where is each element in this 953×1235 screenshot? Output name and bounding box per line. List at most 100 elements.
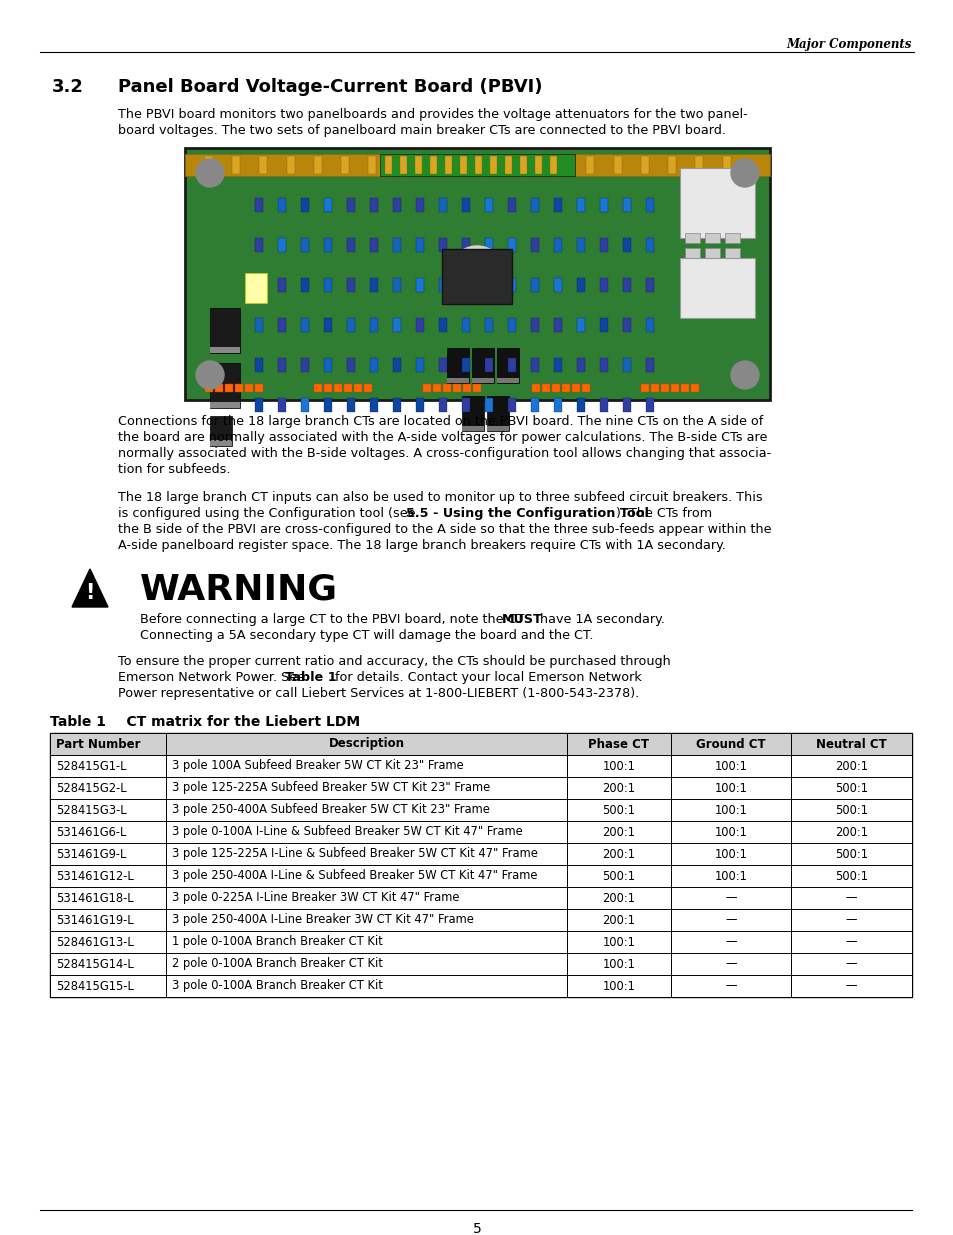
Bar bbox=[599, 398, 607, 412]
Bar bbox=[645, 198, 654, 212]
Bar bbox=[461, 238, 470, 252]
Bar bbox=[214, 384, 223, 391]
Text: Table 1: Table 1 bbox=[285, 671, 336, 684]
Bar bbox=[370, 317, 377, 332]
Bar bbox=[254, 317, 263, 332]
Bar bbox=[461, 317, 470, 332]
Bar bbox=[554, 358, 561, 372]
Bar bbox=[622, 278, 630, 291]
Bar bbox=[704, 233, 720, 243]
Bar bbox=[450, 156, 457, 174]
Bar bbox=[507, 398, 516, 412]
Bar bbox=[50, 909, 911, 931]
Text: Connections for the 18 large branch CTs are located on the PBVI board. The nine : Connections for the 18 large branch CTs … bbox=[118, 415, 762, 429]
Bar bbox=[447, 348, 469, 383]
Bar bbox=[447, 378, 469, 383]
Text: 500:1: 500:1 bbox=[834, 847, 867, 861]
Text: 3 pole 0-225A I-Line Breaker 3W CT Kit 47" Frame: 3 pole 0-225A I-Line Breaker 3W CT Kit 4… bbox=[172, 892, 459, 904]
Bar bbox=[684, 248, 700, 258]
Text: Ground CT: Ground CT bbox=[696, 737, 765, 751]
Bar bbox=[679, 168, 754, 238]
Bar bbox=[497, 378, 518, 383]
Bar bbox=[254, 398, 263, 412]
Text: 500:1: 500:1 bbox=[601, 804, 635, 816]
Bar bbox=[50, 844, 911, 864]
Text: 100:1: 100:1 bbox=[602, 979, 635, 993]
Bar bbox=[531, 238, 538, 252]
Bar bbox=[724, 233, 740, 243]
Bar bbox=[461, 398, 470, 412]
Text: 3 pole 0-100A Branch Breaker CT Kit: 3 pole 0-100A Branch Breaker CT Kit bbox=[172, 979, 383, 993]
Text: A-side panelboard register space. The 18 large branch breakers require CTs with : A-side panelboard register space. The 18… bbox=[118, 538, 725, 552]
Bar bbox=[301, 317, 309, 332]
Text: 3 pole 250-400A I-Line & Subfeed Breaker 5W CT Kit 47" Frame: 3 pole 250-400A I-Line & Subfeed Breaker… bbox=[172, 869, 537, 883]
Circle shape bbox=[195, 159, 224, 186]
Bar bbox=[552, 384, 559, 391]
Bar bbox=[550, 156, 557, 174]
Bar bbox=[324, 238, 332, 252]
Bar bbox=[599, 317, 607, 332]
Text: —: — bbox=[724, 979, 736, 993]
Bar bbox=[724, 248, 740, 258]
Bar bbox=[210, 416, 232, 446]
Text: 100:1: 100:1 bbox=[714, 782, 746, 794]
Bar bbox=[459, 156, 467, 174]
Bar bbox=[462, 384, 471, 391]
Bar bbox=[385, 156, 392, 174]
Bar bbox=[640, 384, 648, 391]
Bar bbox=[347, 278, 355, 291]
Bar bbox=[441, 249, 512, 304]
Bar bbox=[484, 398, 493, 412]
Bar bbox=[690, 384, 699, 391]
Bar bbox=[347, 317, 355, 332]
Text: 531461G12-L: 531461G12-L bbox=[56, 869, 133, 883]
Bar bbox=[561, 384, 569, 391]
Bar bbox=[577, 198, 584, 212]
Bar bbox=[531, 317, 538, 332]
Text: —: — bbox=[845, 892, 857, 904]
Text: MUST: MUST bbox=[501, 613, 542, 626]
Text: —: — bbox=[845, 979, 857, 993]
Text: Phase CT: Phase CT bbox=[588, 737, 649, 751]
Text: 200:1: 200:1 bbox=[601, 892, 635, 904]
Bar bbox=[50, 887, 911, 909]
Bar bbox=[393, 358, 400, 372]
Bar bbox=[531, 398, 538, 412]
Bar bbox=[50, 734, 911, 755]
Text: !: ! bbox=[85, 583, 94, 603]
Bar bbox=[50, 821, 911, 844]
Bar bbox=[370, 198, 377, 212]
Bar bbox=[599, 278, 607, 291]
Bar bbox=[461, 358, 470, 372]
Polygon shape bbox=[71, 569, 108, 606]
Text: —: — bbox=[845, 914, 857, 926]
Text: Major Components: Major Components bbox=[786, 38, 911, 51]
Text: The 18 large branch CT inputs can also be used to monitor up to three subfeed ci: The 18 large branch CT inputs can also b… bbox=[118, 492, 761, 504]
Text: 100:1: 100:1 bbox=[714, 847, 746, 861]
Bar bbox=[347, 198, 355, 212]
Bar bbox=[507, 198, 516, 212]
Bar bbox=[210, 308, 240, 353]
Text: 100:1: 100:1 bbox=[714, 869, 746, 883]
Text: normally associated with the B-side voltages. A cross-configuration tool allows : normally associated with the B-side volt… bbox=[118, 447, 770, 459]
Bar bbox=[393, 398, 400, 412]
Text: 528415G2-L: 528415G2-L bbox=[56, 782, 127, 794]
Text: 531461G18-L: 531461G18-L bbox=[56, 892, 133, 904]
Text: is configured using the Configuration tool (see: is configured using the Configuration to… bbox=[118, 508, 419, 520]
Bar bbox=[324, 384, 332, 391]
Text: 531461G19-L: 531461G19-L bbox=[56, 914, 133, 926]
Bar bbox=[210, 363, 240, 408]
Bar bbox=[225, 384, 233, 391]
Bar bbox=[484, 317, 493, 332]
Bar bbox=[670, 384, 679, 391]
Bar bbox=[484, 238, 493, 252]
Text: 200:1: 200:1 bbox=[601, 825, 635, 839]
Bar bbox=[370, 238, 377, 252]
Text: —: — bbox=[724, 914, 736, 926]
Bar bbox=[368, 156, 376, 174]
Bar bbox=[185, 148, 769, 400]
Bar bbox=[640, 156, 648, 174]
Text: 528415G14-L: 528415G14-L bbox=[56, 957, 133, 971]
Text: 200:1: 200:1 bbox=[834, 760, 867, 773]
Bar bbox=[461, 278, 470, 291]
